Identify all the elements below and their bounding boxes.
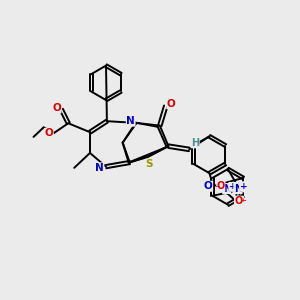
- Text: N: N: [126, 116, 135, 126]
- Text: O: O: [52, 103, 61, 113]
- Text: O: O: [45, 128, 53, 138]
- Text: O: O: [217, 181, 225, 191]
- Text: O: O: [236, 196, 244, 206]
- Text: O: O: [234, 196, 243, 206]
- Text: O: O: [167, 99, 176, 109]
- Text: N: N: [223, 184, 231, 194]
- Text: O: O: [204, 181, 213, 191]
- Text: ⁻: ⁻: [214, 184, 220, 194]
- Text: +: +: [239, 182, 247, 191]
- Text: ⁻: ⁻: [242, 184, 248, 194]
- Text: ⁻: ⁻: [240, 199, 246, 208]
- Text: O: O: [237, 182, 245, 192]
- Text: +: +: [229, 182, 236, 191]
- Text: N: N: [234, 184, 242, 194]
- Text: N: N: [95, 163, 104, 173]
- Text: H: H: [191, 138, 199, 148]
- Text: S: S: [146, 159, 153, 169]
